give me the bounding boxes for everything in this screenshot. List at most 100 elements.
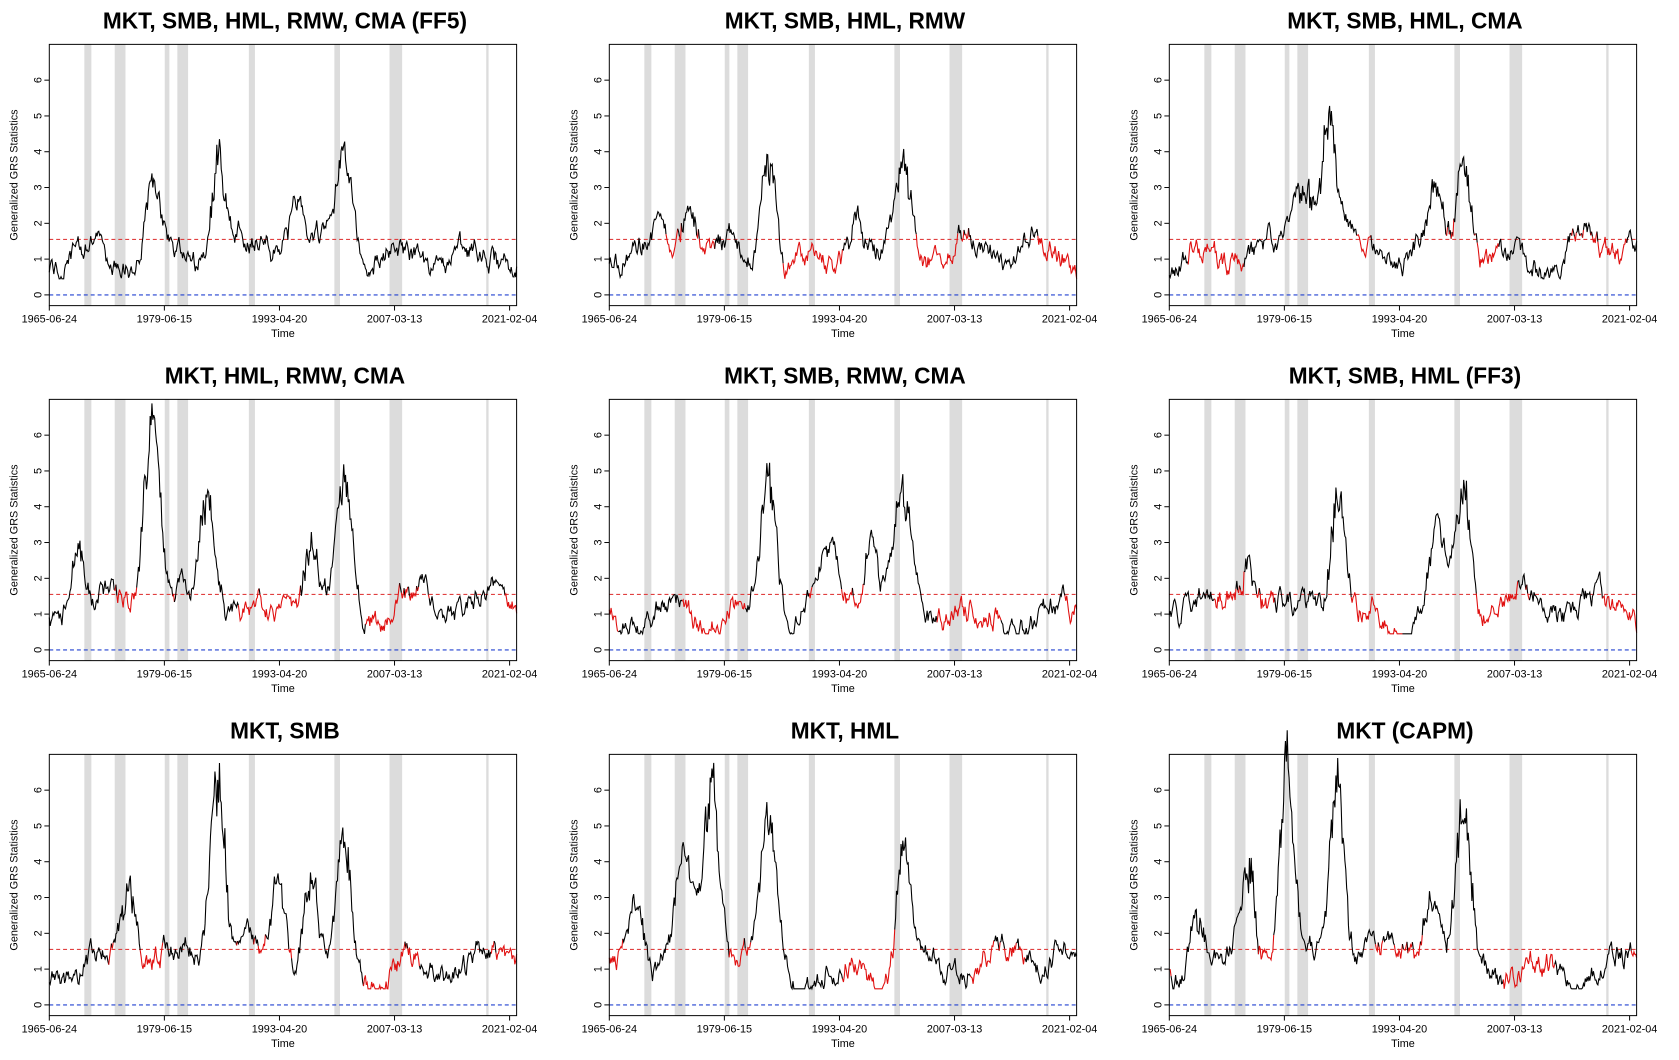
series-line (258, 588, 261, 595)
recession-band (334, 399, 340, 661)
series-line (493, 940, 497, 953)
recession-band (177, 44, 189, 306)
recession-band (248, 44, 255, 306)
series-line (743, 938, 746, 949)
series-line-highlight (116, 587, 138, 613)
recession-band (644, 754, 652, 1016)
y-tick-label: 5 (32, 823, 44, 829)
series-line-highlight (1412, 941, 1422, 959)
series-line (1235, 580, 1239, 591)
y-tick-label: 1 (592, 256, 604, 262)
x-tick-label: 1965-06-24 (22, 1023, 77, 1035)
series-line (1170, 857, 1259, 990)
recession-band (1606, 399, 1609, 661)
y-tick-label: 4 (32, 859, 44, 865)
y-tick-label: 3 (1152, 540, 1164, 546)
series-line-highlight (1591, 231, 1598, 244)
recession-band (737, 44, 749, 306)
series-line-highlight (1257, 934, 1275, 962)
series-line-highlight (1018, 945, 1026, 965)
series-line-highlight (1213, 588, 1237, 611)
plot-frame (608, 753, 1078, 1017)
chart-panel: MKT, SMB, HML, RMW, CMA (FF5) 0 1 2 3 4 5 6 1965… (0, 0, 560, 350)
y-tick-label: 5 (32, 468, 44, 474)
series-line-highlight (841, 929, 896, 990)
series-line (1554, 941, 1632, 990)
chart-title: MKT, HML, RMW, CMA (165, 363, 405, 389)
series-line (115, 584, 118, 596)
recession-band (674, 399, 686, 661)
y-tick-label: 2 (1152, 930, 1164, 936)
series-line (406, 943, 409, 949)
recession-band (177, 754, 189, 1016)
series-line (428, 576, 506, 624)
recession-band (1297, 44, 1309, 306)
series-line (299, 464, 366, 634)
x-tick-label: 1979-06-15 (137, 313, 192, 325)
y-tick-label: 2 (32, 930, 44, 936)
series-line-highlight (237, 588, 260, 623)
series-line-highlight (404, 586, 409, 598)
series-line (1446, 220, 1450, 235)
recession-band (894, 44, 900, 306)
y-tick-label: 5 (1152, 113, 1164, 119)
recession-band (737, 754, 749, 1016)
series-line-highlight (1476, 242, 1500, 268)
y-tick-label: 4 (1152, 149, 1164, 155)
y-tick-label: 3 (592, 540, 604, 546)
plot-frame (48, 398, 518, 662)
series-line (1168, 251, 1189, 280)
series-line-highlight (490, 941, 495, 954)
recession-band (1606, 754, 1609, 1016)
y-tick-label: 1 (592, 611, 604, 617)
chart-svg: MKT, HML, RMW, CMA 0 1 2 3 4 5 6 1965-06-24 1979-… (9, 363, 538, 696)
series-line (417, 573, 429, 595)
series-line-highlight (852, 583, 864, 609)
y-tick-label: 6 (592, 432, 604, 438)
series-line (1000, 584, 1066, 636)
y-tick-label: 1 (1152, 966, 1164, 972)
plot-frame (48, 753, 518, 1017)
x-tick-label: 1993-04-20 (1372, 1023, 1427, 1035)
series-line-highlight (665, 228, 679, 260)
series-line (418, 940, 492, 984)
y-tick-label: 0 (1152, 292, 1164, 298)
x-tick-label: 1979-06-15 (137, 668, 192, 680)
recession-band (486, 44, 489, 306)
series-line (680, 205, 698, 236)
x-tick-label: 2021-02-04 (1042, 668, 1097, 680)
series-line-highlight (1502, 950, 1556, 989)
series-line (744, 462, 810, 635)
series-line (162, 763, 238, 966)
series-line (1575, 225, 1581, 237)
series-line-highlight (1579, 233, 1582, 237)
y-tick-label: 1 (592, 966, 604, 972)
series-line (1453, 155, 1476, 236)
chart-title: MKT, HML (791, 718, 899, 744)
x-axis-label: Time (1391, 328, 1415, 340)
series-line (264, 873, 290, 950)
series-line-highlight (1597, 236, 1628, 265)
series-line (48, 139, 518, 280)
series-line (136, 403, 174, 597)
series-line (1411, 942, 1414, 950)
series-line (1377, 942, 1380, 947)
series-line (48, 540, 115, 627)
series-line (811, 536, 843, 590)
y-tick-label: 2 (592, 930, 604, 936)
chart-title: MKT, SMB (230, 718, 339, 744)
series-line (1591, 231, 1593, 237)
y-tick-label: 2 (32, 575, 44, 581)
recession-band (334, 44, 340, 306)
series-line (963, 229, 966, 236)
recession-band (177, 399, 189, 661)
series-line-highlight (915, 233, 959, 269)
series-line (1572, 228, 1576, 237)
series-line (1401, 943, 1404, 950)
series-line (1274, 487, 1352, 617)
recession-band (674, 754, 686, 1016)
x-tick-label: 1993-04-20 (812, 668, 867, 680)
recession-band (248, 754, 255, 1016)
recession-band (164, 754, 170, 1016)
recession-band (949, 44, 963, 306)
